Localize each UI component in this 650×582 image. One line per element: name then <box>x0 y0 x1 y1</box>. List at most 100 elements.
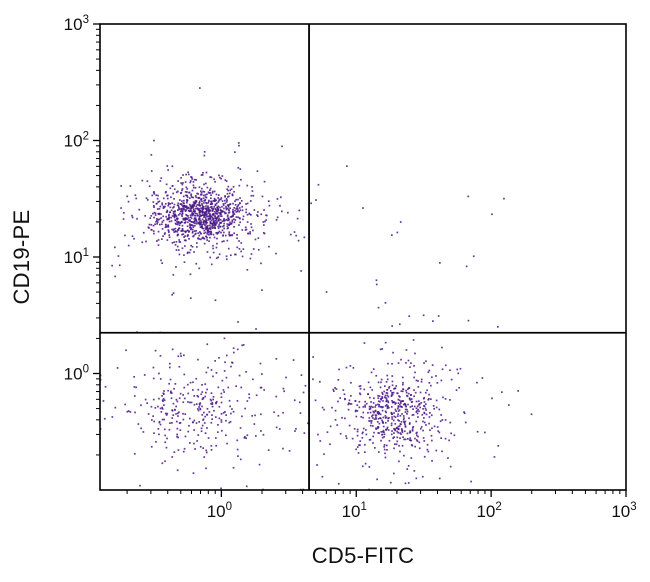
cell-event-dot <box>326 431 329 433</box>
cell-event-dot <box>157 230 160 233</box>
cell-event-dot <box>220 197 223 199</box>
cell-event-dot <box>237 198 239 201</box>
cell-event-dot <box>426 389 428 392</box>
cell-event-dot <box>240 250 242 253</box>
cell-event-dot <box>192 212 195 215</box>
cell-event-dot <box>207 217 210 220</box>
cell-event-dot <box>201 212 204 214</box>
cell-event-dot <box>198 204 200 207</box>
cell-event-dot <box>192 224 194 227</box>
cell-event-dot <box>236 210 239 213</box>
cell-event-dot <box>398 425 401 427</box>
cell-event-dot <box>159 378 162 380</box>
cell-event-dot <box>394 429 397 432</box>
cell-event-dot <box>155 220 157 223</box>
cell-event-dot <box>207 437 210 439</box>
cell-event-dot <box>397 402 400 404</box>
tick-label-10e0: 100 <box>64 364 89 384</box>
cell-event-dot <box>133 376 135 378</box>
cell-event-dot <box>198 212 201 214</box>
cell-event-dot <box>184 209 187 212</box>
cell-event-dot <box>350 395 352 397</box>
cell-event-dot <box>209 228 212 230</box>
cell-event-dot <box>364 462 367 465</box>
cell-event-dot <box>221 205 223 208</box>
cell-event-dot <box>202 197 205 200</box>
cell-event-dot <box>205 371 208 374</box>
cell-event-dot <box>194 207 197 210</box>
cell-event-dot <box>225 212 227 215</box>
cell-event-dot <box>401 406 403 408</box>
cell-event-dot <box>140 404 142 407</box>
cell-event-dot <box>398 444 400 447</box>
cell-event-dot <box>150 445 153 448</box>
cell-event-dot <box>245 437 247 440</box>
cell-event-dot <box>186 199 189 202</box>
cell-event-dot <box>384 417 387 419</box>
cell-event-dot <box>393 432 395 434</box>
cell-event-dot <box>391 400 393 402</box>
cell-event-dot <box>193 217 196 219</box>
cell-event-dot <box>197 193 200 195</box>
cell-event-dot <box>401 413 403 415</box>
cell-event-dot <box>171 165 174 168</box>
cell-event-dot <box>304 384 307 387</box>
cell-event-dot <box>160 177 163 179</box>
cell-event-dot <box>261 373 263 375</box>
cell-event-dot <box>219 213 222 215</box>
cell-event-dot <box>400 390 403 392</box>
cell-event-dot <box>391 393 394 396</box>
cell-event-dot <box>387 420 389 422</box>
cell-event-dot <box>231 362 234 364</box>
cell-event-dot <box>394 443 396 446</box>
cell-event-dot <box>384 341 387 344</box>
cell-event-dot <box>168 220 171 223</box>
cell-event-dot <box>174 230 177 233</box>
cell-event-dot <box>190 244 192 247</box>
cell-event-dot <box>186 201 188 204</box>
cell-event-dot <box>171 456 174 458</box>
cell-event-dot <box>180 220 183 223</box>
cell-event-dot <box>183 354 185 357</box>
cell-event-dot <box>372 417 374 419</box>
cell-event-dot <box>399 450 401 453</box>
cell-event-dot <box>319 380 321 383</box>
cell-event-dot <box>220 177 222 180</box>
cell-event-dot <box>218 198 221 201</box>
cell-event-dot <box>195 377 198 380</box>
cell-event-dot <box>183 254 185 256</box>
cell-event-dot <box>161 395 163 397</box>
cell-event-dot <box>377 397 380 399</box>
cell-event-dot <box>205 223 207 225</box>
cell-event-dot <box>182 418 185 421</box>
cell-event-dot <box>154 407 157 409</box>
cell-event-dot <box>156 219 158 222</box>
cell-event-dot <box>362 416 364 419</box>
cell-event-dot <box>205 467 207 470</box>
cell-event-dot <box>355 415 358 418</box>
cell-event-dot <box>369 420 372 422</box>
cell-event-dot <box>202 237 205 240</box>
cell-event-dot <box>421 475 424 478</box>
cell-event-dot <box>181 215 183 217</box>
cell-event-dot <box>184 239 187 242</box>
cell-event-dot <box>168 214 170 217</box>
cell-event-dot <box>212 395 215 398</box>
cell-event-dot <box>207 231 209 234</box>
cell-event-dot <box>175 191 178 194</box>
cell-event-dot <box>212 375 214 378</box>
cell-event-dot <box>413 395 415 398</box>
cell-event-dot <box>147 413 150 415</box>
cell-event-dot <box>193 251 195 253</box>
cell-event-dot <box>406 408 408 411</box>
cell-event-dot <box>189 219 191 221</box>
cell-event-dot <box>381 396 383 398</box>
cell-event-dot <box>166 239 169 241</box>
cell-event-dot <box>189 226 192 229</box>
cell-event-dot <box>210 402 212 405</box>
cell-event-dot <box>205 214 208 217</box>
cell-event-dot <box>189 220 191 222</box>
cell-event-dot <box>398 409 401 411</box>
cell-event-dot <box>358 385 361 388</box>
cell-event-dot <box>220 198 222 201</box>
